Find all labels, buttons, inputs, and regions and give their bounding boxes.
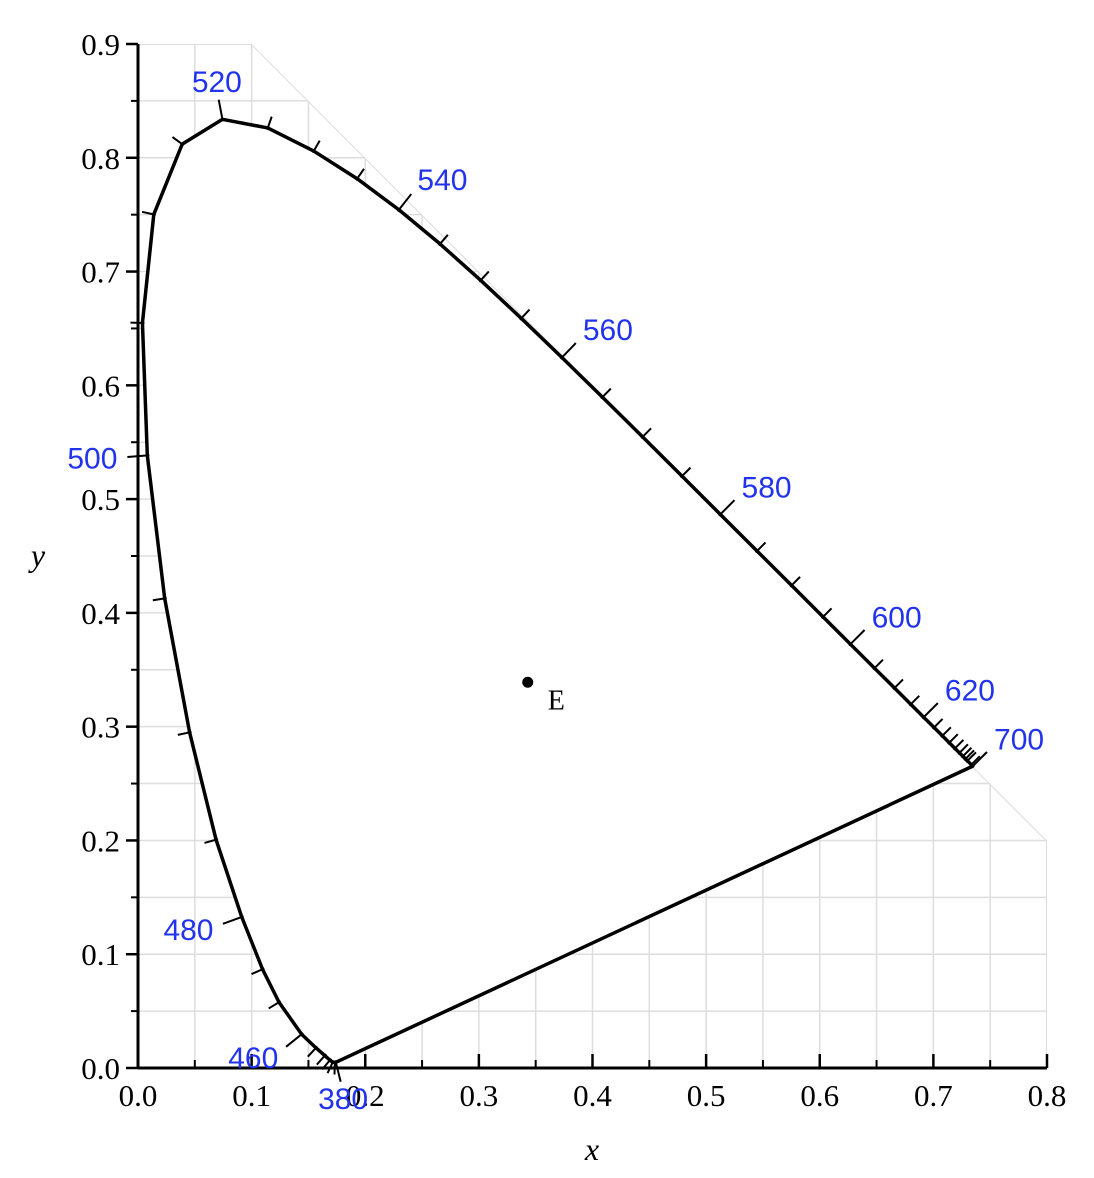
wavelength-tick (222, 915, 244, 925)
wavelength-label: 580 (742, 471, 792, 504)
wavelength-tick (437, 234, 449, 247)
y-tick-label: 0.9 (81, 27, 120, 62)
wavelength-tick (640, 427, 652, 439)
wavelength-tick (478, 270, 490, 283)
white-point (522, 676, 534, 688)
wavelength-tick (848, 629, 866, 647)
wavelength-label: 620 (945, 674, 995, 707)
x-tick-label: 0.4 (573, 1078, 612, 1113)
wavelength-tick (321, 1057, 332, 1071)
wavelength-tick (307, 1045, 319, 1058)
locus-fill (142, 119, 973, 1063)
wavelength-tick (217, 99, 224, 122)
wavelength-tick (892, 678, 904, 691)
wavelength-tick (963, 749, 975, 761)
white-point-label: E (548, 685, 565, 716)
wavelength-label: 700 (994, 723, 1044, 756)
wavelength-tick (311, 140, 321, 154)
wavelength-tick (396, 193, 413, 212)
wavelength-tick (931, 718, 944, 730)
wavelength-tick (333, 1060, 336, 1075)
x-axis-label: x (584, 1131, 599, 1167)
plot (126, 42, 1049, 1082)
wavelength-tick (251, 967, 265, 975)
wavelength-tick (316, 1053, 327, 1066)
y-tick-label: 0.8 (81, 141, 120, 176)
wavelength-label: 540 (417, 164, 467, 197)
wavelength-tick (559, 342, 577, 360)
wavelength-tick (127, 454, 150, 459)
wavelength-label: 500 (67, 442, 117, 475)
y-tick-label: 0.3 (81, 710, 120, 745)
wavelength-tick (969, 755, 981, 767)
x-tick-label: 0.0 (119, 1078, 158, 1113)
wavelength-tick (204, 838, 219, 844)
wavelength-tick (679, 466, 692, 479)
y-tick-label: 0.7 (81, 255, 120, 290)
wavelength-tick (872, 658, 884, 671)
y-tick-label: 0.6 (81, 368, 120, 403)
grid-border (138, 44, 1047, 1068)
wavelength-tick (960, 747, 973, 759)
wavelength-tick (326, 1059, 335, 1074)
wavelength-label: 480 (163, 914, 213, 947)
x-tick-label: 0.1 (232, 1078, 271, 1113)
x-tick-label: 0.7 (914, 1078, 953, 1113)
wavelength-tick (947, 733, 959, 745)
wavelength-label: 600 (872, 601, 922, 634)
wavelength-tick (266, 116, 273, 131)
wavelength-tick (177, 730, 192, 736)
x-tick-label: 0.2 (346, 1078, 385, 1113)
y-tick-label: 0.2 (81, 823, 120, 858)
wavelength-label: 380 (318, 1083, 368, 1116)
wavelength-tick (970, 751, 988, 769)
x-tick-label: 0.5 (687, 1078, 726, 1113)
wavelength-tick (921, 702, 939, 720)
wavelength-label: 460 (228, 1042, 278, 1075)
wavelength-tick (940, 726, 952, 738)
wavelength-tick (952, 739, 965, 751)
wavelength-tick (519, 308, 531, 321)
wavelength-label: 560 (583, 314, 633, 347)
y-tick-label: 0.0 (81, 1051, 120, 1086)
wavelength-tick (334, 1060, 342, 1082)
x-tick-label: 0.3 (460, 1078, 499, 1113)
y-tick-label: 0.1 (81, 937, 120, 972)
wavelength-tick (754, 541, 767, 554)
wavelength-tick (718, 499, 736, 517)
y-tick-label: 0.4 (81, 596, 120, 631)
wavelength-label: 520 (192, 66, 242, 99)
wavelength-tick (600, 387, 612, 400)
wavelength-tick (820, 607, 833, 619)
wavelength-tick (965, 751, 977, 763)
x-tick-label: 0.6 (800, 1078, 839, 1113)
y-axis-label: y (28, 537, 46, 573)
wavelength-tick (957, 743, 969, 755)
x-tick-label: 0.8 (1028, 1078, 1067, 1113)
wavelength-tick (141, 210, 156, 216)
wavelength-tick (789, 576, 801, 588)
wavelength-tick (285, 1032, 304, 1048)
wavelength-tick (152, 597, 167, 602)
wavelength-tick (908, 695, 920, 707)
wavelength-tick (268, 1000, 282, 1010)
wavelength-tick (355, 168, 365, 181)
y-tick-label: 0.5 (81, 482, 120, 517)
wavelength-tick (171, 136, 185, 147)
